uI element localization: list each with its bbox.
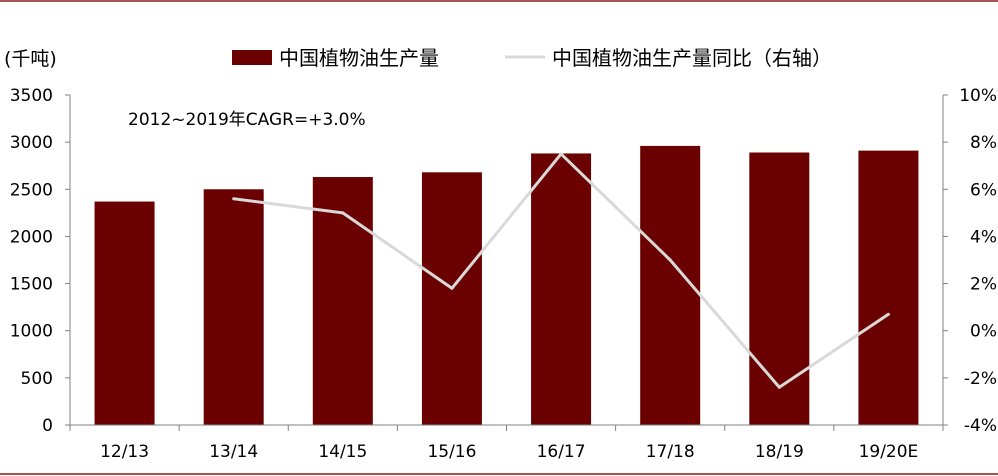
right-axis-ticks: -4% -2% 0% 2% 4% 6% 8% 10% — [943, 86, 997, 436]
x-tick-label: 14/15 — [318, 442, 367, 462]
left-axis-ticks: 0 500 1000 1500 2000 2500 3000 3500 — [10, 86, 70, 436]
bar-13-14 — [203, 189, 264, 425]
legend-bar-label: 中国植物油生产量 — [279, 46, 439, 70]
legend-line-label: 中国植物油生产量同比（右轴） — [552, 46, 832, 70]
left-tick-label: 2500 — [10, 180, 53, 200]
right-tick-label: 0% — [970, 322, 997, 342]
x-tick-label: 13/14 — [209, 442, 258, 462]
bar-16-17 — [531, 153, 592, 425]
left-tick-label: 3000 — [10, 133, 53, 153]
line-series — [232, 152, 890, 389]
cagr-annotation: 2012~2019年CAGR=+3.0% — [128, 110, 366, 130]
bar-18-19 — [749, 152, 810, 425]
right-tick-label: 8% — [970, 133, 997, 153]
x-tick-label: 18/19 — [755, 442, 804, 462]
yoy-point-18-19 — [777, 385, 781, 389]
yoy-point-17-18 — [668, 258, 672, 262]
left-tick-label: 3500 — [10, 86, 53, 106]
right-tick-label: 6% — [970, 180, 997, 200]
yoy-point-16-17 — [559, 152, 563, 156]
x-axis-ticks: 12/13 13/14 14/15 15/16 16/17 17/18 18/19 19/20… — [69, 425, 944, 462]
yoy-point-19-20E — [886, 312, 890, 316]
bar-14-15 — [312, 177, 373, 425]
right-tick-label: -2% — [964, 369, 997, 389]
yoy-point-13-14 — [232, 197, 236, 201]
left-tick-label: 2000 — [10, 227, 53, 247]
right-tick-label: 10% — [959, 86, 997, 106]
x-tick-label: 16/17 — [537, 442, 586, 462]
legend: 中国植物油生产量 中国植物油生产量同比（右轴） — [232, 46, 832, 70]
x-tick-label: 17/18 — [646, 442, 695, 462]
yoy-point-15-16 — [450, 286, 454, 290]
legend-bar-swatch — [232, 50, 272, 65]
x-tick-label: 15/16 — [427, 442, 476, 462]
left-tick-label: 1000 — [10, 322, 53, 342]
x-tick-label: 12/13 — [100, 442, 149, 462]
bar-12-13 — [94, 201, 155, 425]
right-tick-label: 2% — [970, 275, 997, 295]
right-tick-label: 4% — [970, 227, 997, 247]
left-tick-label: 1500 — [10, 275, 53, 295]
left-tick-label: 0 — [42, 416, 53, 436]
yoy-point-14-15 — [341, 211, 345, 215]
left-axis-unit-label: (千吨) — [4, 48, 57, 70]
bar-series — [94, 145, 919, 425]
right-tick-label: -4% — [964, 416, 997, 436]
bar-19-20E — [858, 150, 919, 425]
bar-15-16 — [421, 172, 482, 425]
left-tick-label: 500 — [21, 369, 53, 389]
x-tick-label: 19/20E — [859, 442, 919, 462]
